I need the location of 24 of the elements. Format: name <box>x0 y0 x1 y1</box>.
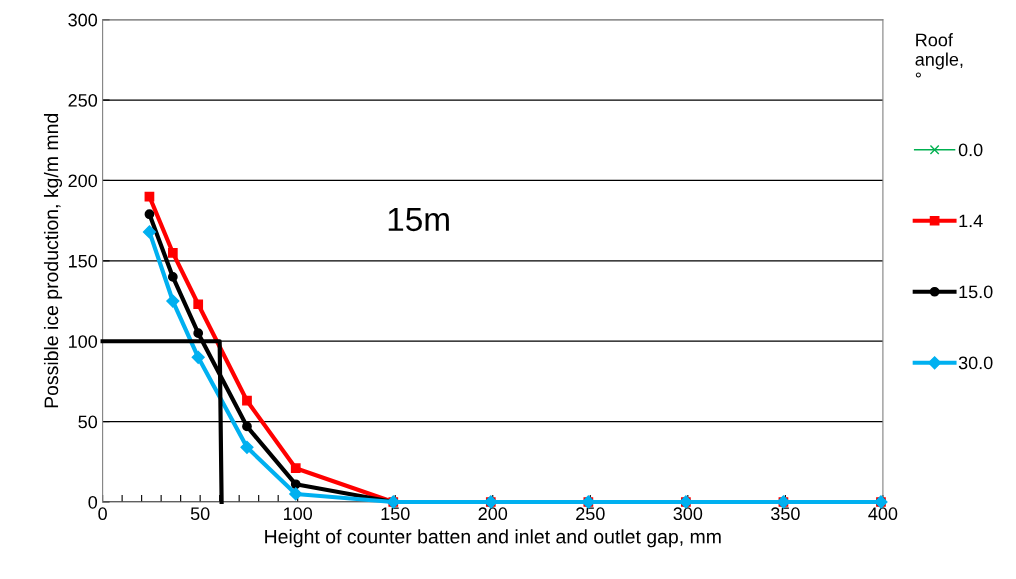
y-tick-label: 0 <box>88 495 98 509</box>
y-tick-label: 200 <box>68 174 98 188</box>
x-tick-label: 250 <box>576 507 605 521</box>
x-tick-label: 50 <box>190 507 210 521</box>
y-tick-label: 150 <box>69 254 98 268</box>
x-axis-title: Height of counter batten and inlet and outlet gap, mm <box>265 529 721 548</box>
x-tick-label: 200 <box>478 507 508 521</box>
x-tick-label: 0 <box>98 507 107 521</box>
legend-label: 0.0 <box>958 143 983 157</box>
x-tick-label: 400 <box>868 507 898 521</box>
legend-title: Roof angle, ° <box>915 33 963 78</box>
y-axis-title: Possible ice production, kg/m mnd <box>43 114 63 408</box>
legend-label: 15.0 <box>959 285 993 299</box>
annotation: 15m <box>388 207 449 232</box>
x-tick-label: 300 <box>673 507 703 521</box>
y-tick-label: 100 <box>69 335 98 348</box>
x-tick-label: 150 <box>381 507 410 521</box>
y-tick-label: 250 <box>68 94 98 107</box>
legend-label: 1.4 <box>959 214 983 228</box>
x-tick-label: 350 <box>771 507 800 521</box>
y-tick-label: 300 <box>68 13 98 27</box>
y-tick-label: 50 <box>78 415 98 429</box>
legend-label: 30.0 <box>958 356 993 370</box>
x-tick-label: 100 <box>284 507 313 521</box>
